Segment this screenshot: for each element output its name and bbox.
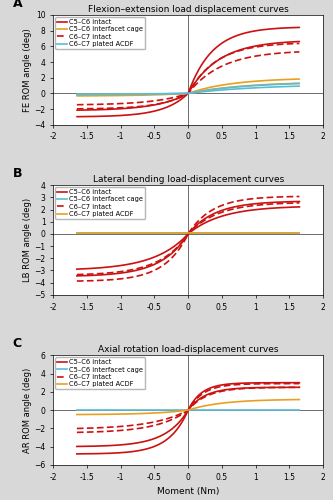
Legend: C5–C6 intact, C5–C6 interfacet cage, C6–C7 intact, C6–C7 plated ACDF: C5–C6 intact, C5–C6 interfacet cage, C6–… [55,17,145,49]
Text: A: A [13,0,22,10]
X-axis label: Moment (Nm): Moment (Nm) [157,487,219,496]
Title: Flexion–extension load displacement curves: Flexion–extension load displacement curv… [88,5,288,14]
Legend: C5–C6 intact, C5–C6 interfacet cage, C6–C7 intact, C6–C7 plated ACDF: C5–C6 intact, C5–C6 interfacet cage, C6–… [55,357,145,389]
Title: Lateral bending load-displacement curves: Lateral bending load-displacement curves [93,176,284,184]
Y-axis label: AR ROM angle (deg): AR ROM angle (deg) [23,368,32,452]
Text: C: C [13,337,22,350]
Y-axis label: FE ROM angle (deg): FE ROM angle (deg) [23,28,32,112]
Text: B: B [13,166,22,179]
Legend: C5–C6 intact, C5–C6 interfacet cage, C6–C7 intact, C6–C7 plated ACDF: C5–C6 intact, C5–C6 interfacet cage, C6–… [55,187,145,219]
Title: Axial rotation load-displacement curves: Axial rotation load-displacement curves [98,346,278,354]
Y-axis label: LB ROM angle (deg): LB ROM angle (deg) [23,198,32,282]
